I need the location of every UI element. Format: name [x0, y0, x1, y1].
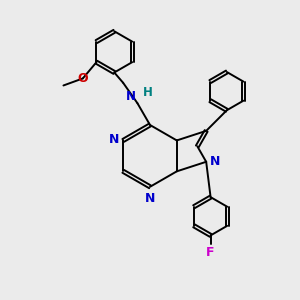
- Text: F: F: [206, 246, 215, 259]
- Text: N: N: [145, 192, 155, 205]
- Text: N: N: [126, 90, 136, 103]
- Text: O: O: [77, 72, 88, 85]
- Text: N: N: [109, 133, 120, 146]
- Text: N: N: [210, 155, 220, 168]
- Text: H: H: [143, 86, 153, 99]
